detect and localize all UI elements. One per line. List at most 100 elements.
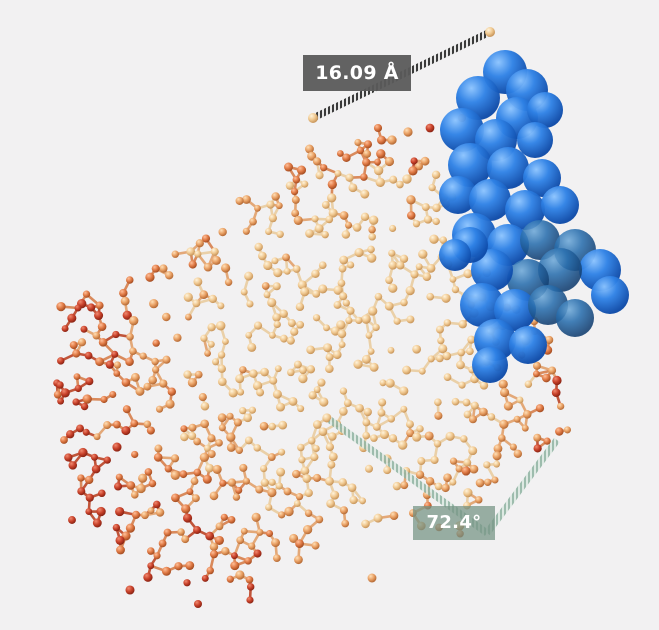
atom[interactable] [146, 426, 155, 435]
atom[interactable] [405, 286, 415, 296]
spacefill-atom[interactable] [517, 122, 553, 158]
atom[interactable] [165, 271, 174, 280]
atom[interactable] [303, 525, 313, 535]
atom[interactable] [155, 405, 164, 413]
atom[interactable] [145, 272, 155, 282]
atom[interactable] [367, 347, 375, 355]
atom[interactable] [174, 562, 183, 571]
atom[interactable] [468, 446, 478, 456]
atom[interactable] [226, 575, 234, 583]
atom[interactable] [493, 460, 501, 468]
atom[interactable] [372, 422, 381, 431]
atom[interactable] [72, 349, 81, 358]
atom[interactable] [171, 250, 179, 258]
atom[interactable] [212, 464, 222, 474]
atom[interactable] [208, 294, 217, 304]
atom[interactable] [493, 444, 503, 453]
atom[interactable] [265, 227, 273, 236]
atom[interactable] [200, 334, 208, 342]
atom[interactable] [292, 469, 301, 479]
atom[interactable] [82, 394, 92, 404]
atom[interactable] [131, 510, 141, 519]
atom[interactable] [115, 506, 125, 517]
atom[interactable] [354, 138, 362, 147]
atom[interactable] [284, 162, 294, 172]
atom[interactable] [388, 283, 398, 293]
atom[interactable] [387, 415, 395, 423]
atom[interactable] [141, 511, 149, 520]
atom[interactable] [77, 487, 86, 496]
atom[interactable] [120, 296, 130, 306]
atom[interactable] [293, 215, 303, 225]
atom[interactable] [297, 405, 305, 413]
atom[interactable] [429, 234, 439, 244]
atom[interactable] [199, 290, 209, 300]
atom[interactable] [111, 350, 119, 358]
atom[interactable] [273, 268, 283, 278]
atom[interactable] [188, 260, 197, 269]
atom[interactable] [449, 457, 458, 465]
atom[interactable] [275, 482, 283, 490]
atom[interactable] [170, 470, 180, 480]
atom[interactable] [428, 184, 436, 192]
atom[interactable] [555, 427, 564, 436]
atom[interactable] [113, 370, 121, 377]
atom[interactable] [318, 284, 328, 294]
atom[interactable] [190, 477, 199, 486]
atom[interactable] [288, 396, 298, 406]
atom[interactable] [330, 490, 340, 500]
atom[interactable] [112, 523, 121, 532]
spacefill-atom[interactable] [471, 249, 513, 291]
atom[interactable] [491, 476, 499, 484]
atom[interactable] [400, 298, 408, 307]
atom[interactable] [248, 542, 256, 550]
atom[interactable] [96, 506, 106, 517]
spacefill-atom[interactable] [440, 108, 484, 152]
atom[interactable] [267, 453, 276, 462]
atom[interactable] [434, 398, 442, 407]
atom[interactable] [279, 309, 288, 318]
atom[interactable] [399, 386, 409, 396]
atom[interactable] [97, 322, 107, 331]
atom[interactable] [207, 340, 215, 348]
atom[interactable] [412, 220, 421, 228]
atom[interactable] [312, 157, 322, 166]
atom[interactable] [194, 370, 203, 379]
atom[interactable] [130, 419, 139, 428]
atom[interactable] [445, 431, 455, 441]
atom[interactable] [435, 325, 444, 334]
atom[interactable] [342, 299, 350, 307]
atom[interactable] [164, 464, 173, 473]
atom[interactable] [112, 420, 121, 429]
atom[interactable] [334, 169, 342, 177]
atom[interactable] [304, 488, 313, 498]
atom[interactable] [217, 351, 226, 359]
atom[interactable] [347, 261, 355, 269]
atom[interactable] [181, 535, 190, 544]
atom[interactable] [151, 357, 159, 366]
atom[interactable] [221, 547, 230, 556]
atom[interactable] [143, 382, 152, 391]
atom[interactable] [379, 379, 387, 387]
atom[interactable] [563, 426, 572, 434]
atom[interactable] [339, 211, 349, 220]
atom[interactable] [92, 331, 101, 340]
atom[interactable] [56, 301, 66, 312]
atom[interactable] [292, 175, 301, 184]
atom[interactable] [266, 200, 275, 209]
atom[interactable] [85, 508, 93, 516]
atom[interactable] [393, 317, 401, 325]
atom[interactable] [368, 233, 376, 241]
atom[interactable] [181, 504, 191, 514]
atom[interactable] [333, 301, 342, 309]
atom[interactable] [373, 123, 383, 133]
atom[interactable] [235, 446, 244, 455]
atom[interactable] [498, 434, 506, 442]
atom[interactable] [103, 421, 112, 430]
atom[interactable] [418, 249, 428, 259]
atom[interactable] [312, 444, 320, 453]
atom[interactable] [535, 404, 545, 413]
atom[interactable] [230, 561, 240, 571]
atom[interactable] [125, 585, 135, 595]
atom[interactable] [147, 507, 155, 515]
